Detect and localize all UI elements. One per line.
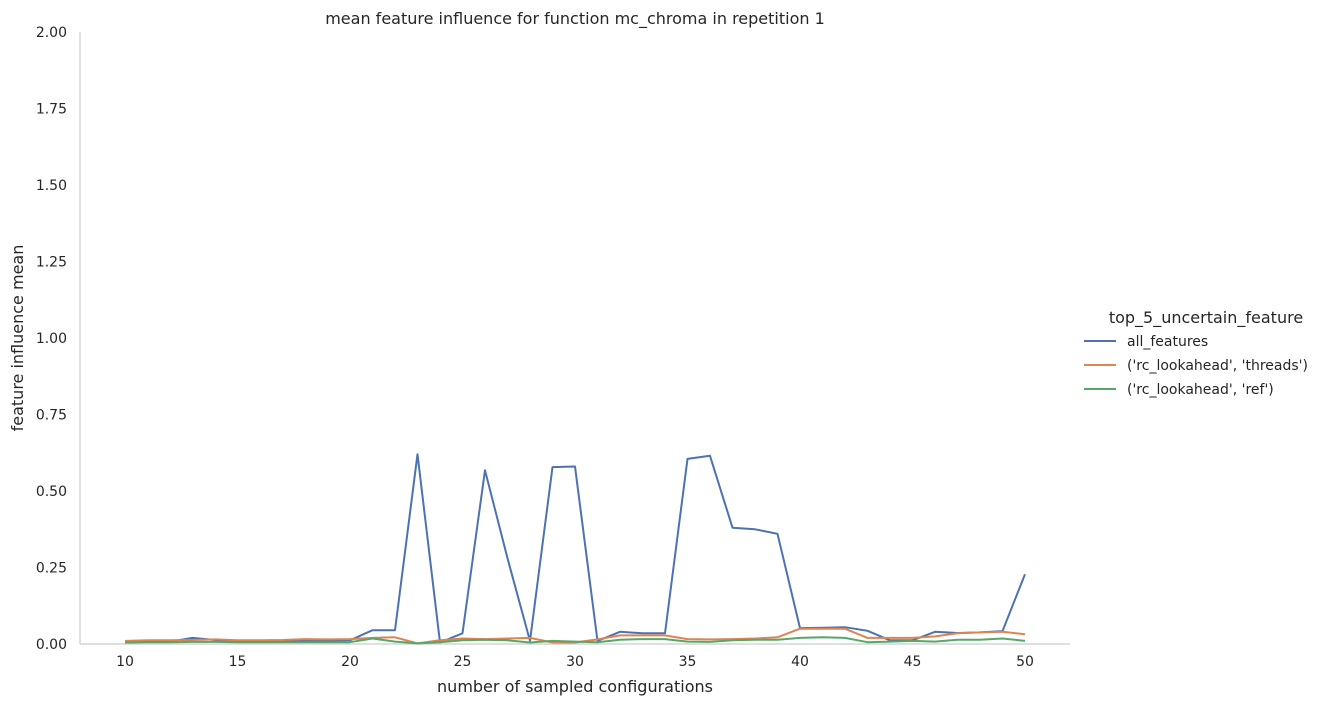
y-tick-label: 0.00 bbox=[36, 637, 67, 653]
y-tick-label: 1.00 bbox=[36, 331, 67, 347]
legend: top_5_uncertain_feature all_features ('rc… bbox=[1084, 308, 1308, 398]
x-tick-label: 20 bbox=[341, 654, 359, 670]
x-tick-label: 15 bbox=[229, 654, 247, 670]
y-tick-label: 0.75 bbox=[36, 408, 67, 424]
y-axis-title: feature influence mean bbox=[8, 245, 27, 432]
x-tick-label: 25 bbox=[454, 654, 472, 670]
x-tick-label: 40 bbox=[791, 654, 809, 670]
legend-title: top_5_uncertain_feature bbox=[1109, 308, 1303, 328]
series-line-0 bbox=[124, 453, 1026, 644]
chart-title: mean feature influence for function mc_c… bbox=[325, 9, 825, 29]
series-line-2 bbox=[124, 636, 1026, 645]
legend-label-1: ('rc_lookahead', 'threads') bbox=[1127, 358, 1308, 374]
y-tick-label: 0.50 bbox=[36, 484, 67, 500]
x-tick-label: 45 bbox=[904, 654, 922, 670]
x-tick-label: 35 bbox=[679, 654, 697, 670]
x-axis-title: number of sampled configurations bbox=[437, 677, 713, 696]
x-tick-labels: 10 15 20 25 30 35 40 45 50 bbox=[116, 654, 1034, 670]
y-tick-label: 1.25 bbox=[36, 255, 67, 271]
y-tick-label: 0.25 bbox=[36, 561, 67, 577]
legend-label-0: all_features bbox=[1127, 334, 1208, 350]
y-tick-label: 1.75 bbox=[36, 102, 67, 118]
x-tick-label: 10 bbox=[116, 654, 134, 670]
series-lines bbox=[124, 453, 1026, 645]
plot-area: 0.000.250.500.751.001.251.501.752.00 10 1… bbox=[36, 25, 1070, 670]
legend-items: all_features ('rc_lookahead', 'threads') (… bbox=[1084, 334, 1308, 398]
x-tick-label: 30 bbox=[566, 654, 584, 670]
y-tick-label: 1.50 bbox=[36, 178, 67, 194]
y-tick-label: 2.00 bbox=[36, 25, 67, 41]
x-tick-label: 50 bbox=[1016, 654, 1034, 670]
y-tick-labels: 0.00 0.25 0.50 0.75 1.00 1.25 1.50 1.75 2.00 bbox=[36, 25, 67, 653]
legend-label-2: ('rc_lookahead', 'ref') bbox=[1127, 382, 1274, 398]
